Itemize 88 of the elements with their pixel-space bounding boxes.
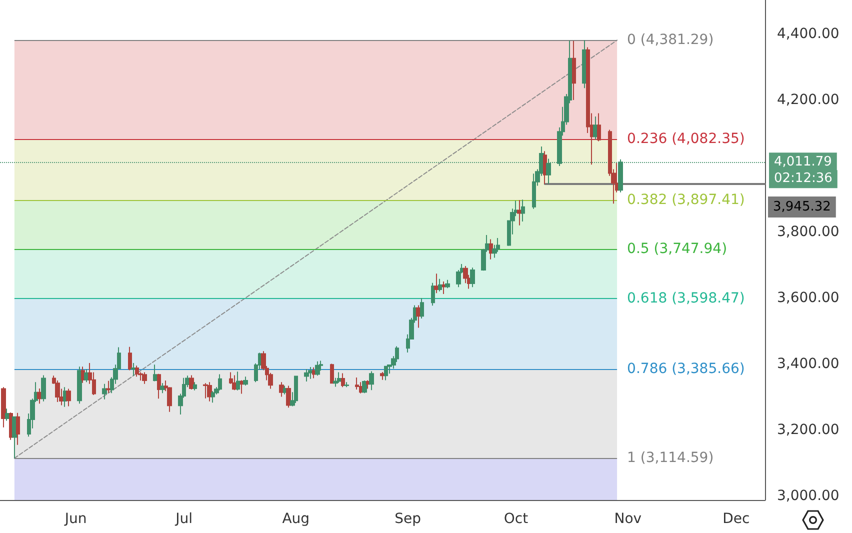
- candlestick: [366, 380, 370, 390]
- ref-line-label: 0.236 (4,082.35): [627, 130, 745, 147]
- candlestick: [521, 199, 525, 222]
- y-tick-label: 3,200.00: [777, 422, 840, 438]
- candlestick: [618, 158, 623, 193]
- candlestick: [128, 346, 132, 371]
- candlestick: [81, 366, 85, 384]
- y-tick-label: 3,600.00: [777, 290, 840, 306]
- x-tick-label: Jun: [64, 511, 87, 527]
- candlestick: [243, 376, 248, 386]
- candlestick: [593, 116, 598, 140]
- candlestick: [5, 408, 9, 422]
- x-tick-label: Dec: [722, 511, 750, 527]
- candlestick: [211, 390, 215, 404]
- y-tick-label: 3,800.00: [777, 224, 840, 240]
- ref-line-label: 4,011.79: [774, 154, 832, 170]
- candlestick: [207, 382, 212, 402]
- candlestick: [517, 200, 522, 226]
- candlestick: [157, 373, 161, 400]
- candlestick: [312, 366, 316, 379]
- candlestick: [160, 382, 165, 394]
- candlestick: [153, 364, 157, 382]
- candlestick: [315, 360, 320, 376]
- candlestick: [369, 370, 374, 391]
- candlestick: [203, 382, 208, 399]
- candlestick: [193, 382, 197, 391]
- candlestick: [489, 238, 493, 260]
- candlestick: [218, 374, 222, 391]
- candlestick: [232, 374, 237, 391]
- candlestick: [131, 362, 136, 376]
- y-tick-label: 4,200.00: [777, 92, 840, 108]
- candlestick: [337, 372, 341, 384]
- y-tick-label: 4,400.00: [777, 26, 840, 42]
- candlestick: [308, 366, 313, 380]
- ref-line-label: 0 (4,381.29): [627, 32, 714, 48]
- y-tick-label: 3,000.00: [777, 488, 840, 504]
- candlestick: [102, 383, 107, 400]
- x-tick-label: Aug: [282, 511, 310, 527]
- candlestick: [286, 385, 291, 408]
- candlestick: [438, 278, 442, 292]
- x-tick-label: Sep: [394, 511, 422, 527]
- text: 02:12:36: [774, 171, 832, 186]
- ref-line-label: 0.382 (3,897.41): [627, 192, 745, 208]
- x-tick-label: Nov: [614, 511, 642, 527]
- candlestick: [142, 372, 147, 384]
- candlestick: [294, 376, 298, 404]
- candlestick: [37, 388, 42, 404]
- candlestick: [304, 368, 309, 382]
- candlestick: [362, 380, 367, 394]
- candlestick: [341, 372, 345, 388]
- candlestick: [543, 150, 547, 185]
- candlestick: [16, 412, 20, 446]
- candlestick: [355, 377, 359, 390]
- candlestick: [66, 388, 71, 407]
- x-tick-label: Jul: [174, 511, 192, 527]
- candlestick: [442, 281, 446, 295]
- ref-line-label: 0.786 (3,385.66): [627, 360, 745, 377]
- y-tick-label: 3,400.00: [777, 356, 840, 372]
- candlestick: [384, 366, 388, 381]
- candlestick: [189, 374, 194, 390]
- candlestick: [106, 380, 111, 394]
- candlestick: [431, 282, 435, 306]
- ref-line-label: 1 (3,114.59): [627, 450, 714, 466]
- candlestick: [380, 371, 385, 380]
- candlestick: [597, 112, 601, 142]
- candlestick: [470, 267, 475, 288]
- candlestick: [12, 416, 17, 459]
- ref-line-label: 0.618 (3,598.47): [627, 290, 745, 307]
- candlestick: [445, 279, 450, 289]
- candlestick: [434, 273, 439, 294]
- candlestick: [135, 365, 139, 378]
- data-label: 3,945.32: [773, 200, 831, 215]
- ref-line-label: 0.5 (3,747.94): [627, 241, 728, 258]
- candlestick: [344, 382, 349, 388]
- candlestick: [240, 380, 244, 394]
- candlestick: [77, 366, 82, 404]
- candlestick: [319, 360, 323, 372]
- candlestick: [330, 363, 334, 384]
- candlestick: [572, 40, 576, 100]
- candlestick: [416, 304, 421, 328]
- candlestick: [532, 173, 536, 210]
- candlestick: [279, 382, 284, 398]
- candlestick: [236, 371, 240, 391]
- candlestick: [41, 374, 46, 402]
- x-tick-label: Oct: [504, 511, 529, 527]
- candlestick: [1, 386, 6, 428]
- candlestick: [546, 158, 551, 184]
- candlestick: [420, 298, 424, 319]
